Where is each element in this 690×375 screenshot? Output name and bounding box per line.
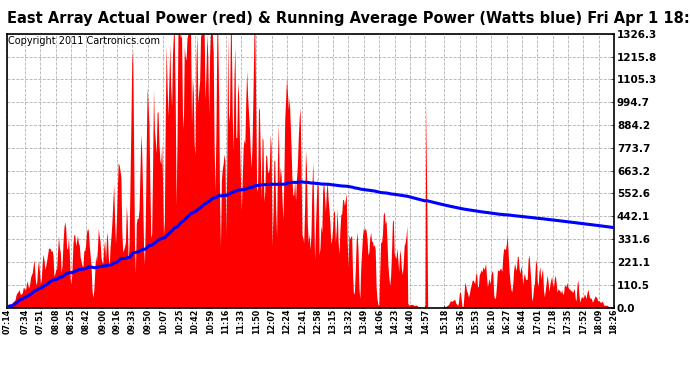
- Text: Copyright 2011 Cartronics.com: Copyright 2011 Cartronics.com: [8, 36, 159, 46]
- Text: East Array Actual Power (red) & Running Average Power (Watts blue) Fri Apr 1 18:: East Array Actual Power (red) & Running …: [7, 11, 690, 26]
